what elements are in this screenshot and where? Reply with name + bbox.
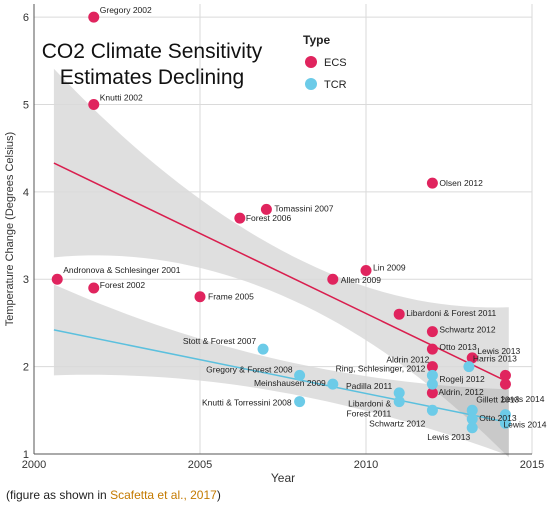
ecs-point: [426, 326, 438, 338]
x-tick-label: 2000: [22, 459, 46, 471]
point-label: Frame 2005: [208, 292, 254, 302]
ecs-point: [88, 282, 100, 294]
y-axis-title: Temperature Change (Degrees Celsius): [4, 132, 16, 326]
caption-prefix: (figure as shown in: [6, 488, 111, 502]
ecs-point: [360, 265, 372, 277]
legend-marker-ecs: [305, 56, 317, 68]
point-label: Gregory & Forest 2008: [206, 364, 293, 374]
point-label: Allen 2009: [341, 275, 381, 285]
point-label: Otto 2013: [479, 413, 517, 423]
ecs-point: [327, 273, 339, 285]
point-label: Libardoni & Forest 2011: [346, 399, 391, 419]
tcr-point: [426, 404, 438, 416]
y-tick-label: 4: [23, 187, 29, 199]
tcr-point: [466, 422, 478, 434]
legend-label-ecs: ECS: [324, 57, 347, 69]
tcr-point: [294, 396, 306, 408]
point-label: Tomassini 2007: [274, 203, 333, 213]
point-label: Gillett 2013: [476, 394, 519, 404]
point-label: Lin 2009: [373, 263, 406, 273]
tcr-point: [466, 404, 478, 416]
legend-marker-tcr: [305, 78, 317, 90]
tcr-point: [463, 361, 475, 373]
point-label: Schwartz 2012: [369, 418, 425, 428]
ecs-point: [51, 273, 63, 285]
ecs-point: [393, 308, 405, 320]
ecs-point: [426, 177, 438, 189]
tcr-point: [294, 369, 306, 381]
tcr-point: [466, 413, 478, 425]
point-label: Lewis 2013: [427, 432, 470, 442]
ecs-point: [88, 98, 100, 110]
point-label: Lewis 2014: [501, 394, 544, 404]
confidence-band-tcr: [53, 284, 509, 456]
tcr-point: [426, 369, 438, 381]
point-label: Knutti 2002: [100, 92, 143, 102]
point-label: Rogelj 2012: [439, 374, 485, 384]
point-label: Aldrin 2012: [386, 355, 429, 365]
tcr-point: [393, 387, 405, 399]
caption-citation: Scafetta et al., 2017: [110, 488, 217, 502]
y-tick-label: 1: [23, 449, 29, 461]
point-label: Olsen 2012: [439, 178, 483, 188]
ecs-point: [499, 369, 511, 381]
point-label: Schwartz 2012: [439, 325, 495, 335]
caption-suffix: ): [216, 488, 221, 502]
point-label: Otto 2013: [439, 342, 477, 352]
point-label: Meinshausen 2009: [254, 378, 326, 388]
point-label: Lewis 2013: [477, 346, 520, 356]
point-label: Aldrin, 2012: [438, 387, 484, 397]
tcr-point: [257, 343, 269, 355]
y-tick-label: 2: [23, 362, 29, 374]
y-tick-label: 6: [23, 12, 29, 24]
legend-label-tcr: TCR: [324, 79, 347, 91]
ecs-point: [426, 387, 438, 399]
ecs-point: [194, 291, 206, 303]
point-label: Libardoni & Forest 2011: [406, 308, 496, 318]
ecs-point: [88, 11, 100, 23]
y-tick-label: 3: [23, 274, 29, 286]
point-label: Lewis 2014: [503, 420, 546, 430]
climate-sensitivity-chart: 2000 2005 2010 2015 1 2 3 4 5 6 Year Temperature Ch…: [4, 4, 547, 485]
point-label: Andronova & Schlesinger 2001: [63, 265, 180, 275]
ecs-point: [466, 352, 478, 364]
point-label: Forest 2002: [100, 280, 146, 290]
point-label: Gregory 2002: [100, 5, 152, 15]
tcr-point: [327, 378, 339, 390]
chart-title-line: Estimates Declining: [60, 66, 244, 89]
point-label: Stott & Forest 2007: [183, 336, 257, 346]
tcr-point: [499, 409, 511, 421]
x-tick-label: 2015: [520, 459, 544, 471]
point-label: Forest 2006: [246, 213, 292, 223]
y-tick-label: 5: [23, 99, 29, 111]
tcr-point: [426, 378, 438, 390]
ecs-point: [260, 203, 272, 215]
x-tick-label: 2005: [188, 459, 212, 471]
legend-title: Type: [303, 33, 330, 47]
confidence-band-ecs: [53, 68, 509, 458]
x-axis-title: Year: [271, 471, 295, 485]
ecs-point: [499, 378, 511, 390]
point-label: Padilla 2011: [346, 381, 392, 391]
point-label: Knutti & Torressini 2008: [202, 398, 292, 408]
ecs-point: [234, 212, 246, 224]
ecs-point: [426, 361, 438, 373]
point-label: Ring, Schlesinger, 2012: [336, 363, 426, 373]
point-label: Harris 2013: [473, 354, 517, 364]
x-tick-label: 2010: [354, 459, 378, 471]
tcr-point: [499, 417, 511, 429]
tcr-point: [393, 396, 405, 408]
chart-title-line: CO2 Climate Sensitivity: [42, 40, 263, 63]
figure-caption: (figure as shown in Scafetta et al., 201…: [6, 488, 221, 502]
ecs-point: [426, 343, 438, 355]
